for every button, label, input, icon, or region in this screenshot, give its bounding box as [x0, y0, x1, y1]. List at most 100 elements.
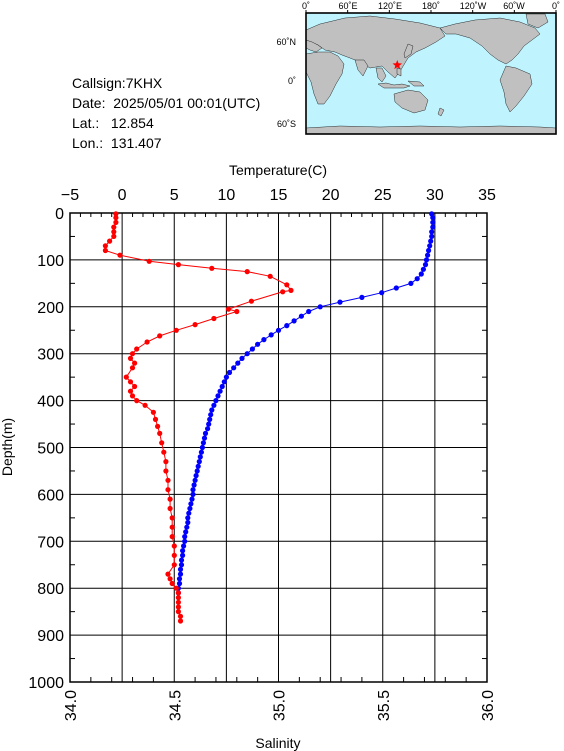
depth-tick-labels: 0 100 200 300 400 500 600 700 800 900 1000: [28, 206, 64, 692]
temperature-point: [198, 449, 204, 455]
salinity-point: [211, 315, 217, 322]
depth-tick-label: 900: [37, 628, 64, 645]
salinity-point: [163, 468, 169, 474]
salinity-point: [234, 308, 240, 315]
land-north-america: [439, 17, 541, 65]
temperature-point: [180, 552, 186, 559]
temperature-point: [291, 318, 297, 324]
temperature-point: [190, 491, 196, 497]
temperature-point: [193, 473, 199, 479]
map-label-0w: 0˚: [552, 1, 560, 11]
temperature-point: [178, 557, 185, 563]
salinity-point: [175, 599, 181, 605]
salinity-point: [144, 339, 150, 345]
temperature-point: [426, 247, 432, 254]
temperature-point: [207, 416, 213, 422]
temperature-point: [261, 337, 267, 343]
depth-tick-label: 100: [37, 253, 64, 270]
salinity-point: [165, 571, 171, 577]
land-greenland: [525, 13, 549, 29]
salinity-point: [173, 585, 179, 591]
temperature-point: [226, 369, 233, 376]
temperature-point: [191, 482, 197, 488]
salinity-point: [244, 269, 250, 275]
temperature-point: [194, 468, 200, 474]
salinity-point: [163, 459, 169, 465]
temperature-point: [244, 351, 250, 357]
salinity-point: [248, 298, 254, 304]
temperature-point: [427, 243, 433, 249]
temperature-tick-label: −5: [61, 187, 79, 204]
salinity-point: [123, 374, 129, 380]
salinity-point: [129, 351, 136, 357]
depth-tick-label: 1000: [28, 675, 64, 692]
temperature-point: [223, 374, 229, 380]
salinity-point: [192, 322, 198, 328]
temperature-point: [200, 440, 206, 446]
temperature-point: [217, 388, 223, 394]
temperature-point: [199, 444, 205, 451]
plot-grid: [69, 212, 488, 683]
salinity-point: [157, 430, 163, 436]
temperature-point: [178, 562, 185, 568]
temperature-point: [213, 398, 219, 404]
salinity-point: [142, 402, 148, 408]
salinity-point: [111, 233, 117, 239]
map-label-0e: 0˚: [302, 1, 310, 11]
temperature-point: [414, 276, 420, 282]
salinity-point: [165, 487, 171, 493]
depth-tick-label: 500: [37, 441, 64, 458]
salinity-point: [175, 262, 181, 268]
salinity-point: [288, 287, 294, 293]
map-land: [305, 13, 557, 135]
temperature-point: [188, 501, 194, 507]
salinity-point: [127, 388, 134, 394]
temperature-point: [182, 538, 188, 544]
temperature-point: [177, 566, 184, 573]
salinity-point: [267, 273, 273, 279]
salinity-point: [113, 211, 119, 217]
temperature-point: [184, 524, 190, 530]
temperature-point: [181, 543, 187, 549]
salinity-tick-label: 34.5: [167, 690, 184, 721]
temperature-point: [298, 313, 304, 319]
land-new-zealand: [437, 107, 445, 117]
map-label-60s: 60˚S: [277, 119, 296, 129]
temperature-point: [183, 529, 189, 535]
salinity-point: [225, 306, 232, 312]
salinity-point: [127, 355, 134, 361]
salinity-point: [175, 590, 181, 596]
temperature-tick-label: 0: [118, 187, 127, 204]
latitude-label: Lat.: 12.854: [72, 115, 154, 131]
salinity-point: [165, 477, 171, 483]
salinity-point: [134, 346, 140, 352]
temperature-point: [284, 323, 290, 329]
temperature-point: [185, 519, 191, 526]
depth-tick-label: 200: [37, 300, 64, 317]
land-africa: [305, 51, 345, 105]
temperature-point: [430, 219, 436, 225]
longitude-label: Lon.: 131.407: [72, 135, 162, 151]
temperature-point: [176, 576, 183, 582]
salinity-point: [171, 552, 177, 559]
temperature-point: [187, 505, 193, 512]
temperature-tick-label: 15: [270, 187, 288, 204]
salinity-series: [102, 211, 294, 624]
temperature-point: [205, 426, 211, 432]
salinity-point: [150, 409, 156, 415]
salinity-point: [177, 613, 184, 619]
temperature-point: [306, 308, 312, 315]
temperature-point: [202, 430, 209, 436]
salinity-axis-label: Salinity: [255, 735, 300, 751]
temperature-point: [186, 510, 192, 516]
salinity-point: [111, 224, 117, 230]
map-label-120e: 120˚E: [378, 1, 402, 11]
salinity-point: [155, 423, 161, 429]
depth-tick-label: 400: [37, 394, 64, 411]
temperature-point: [379, 290, 385, 296]
land-new-guinea: [407, 80, 425, 87]
temperature-point: [219, 383, 225, 390]
temperature-series: [175, 211, 436, 596]
land-south-america: [499, 65, 533, 113]
temperature-point: [176, 580, 183, 587]
